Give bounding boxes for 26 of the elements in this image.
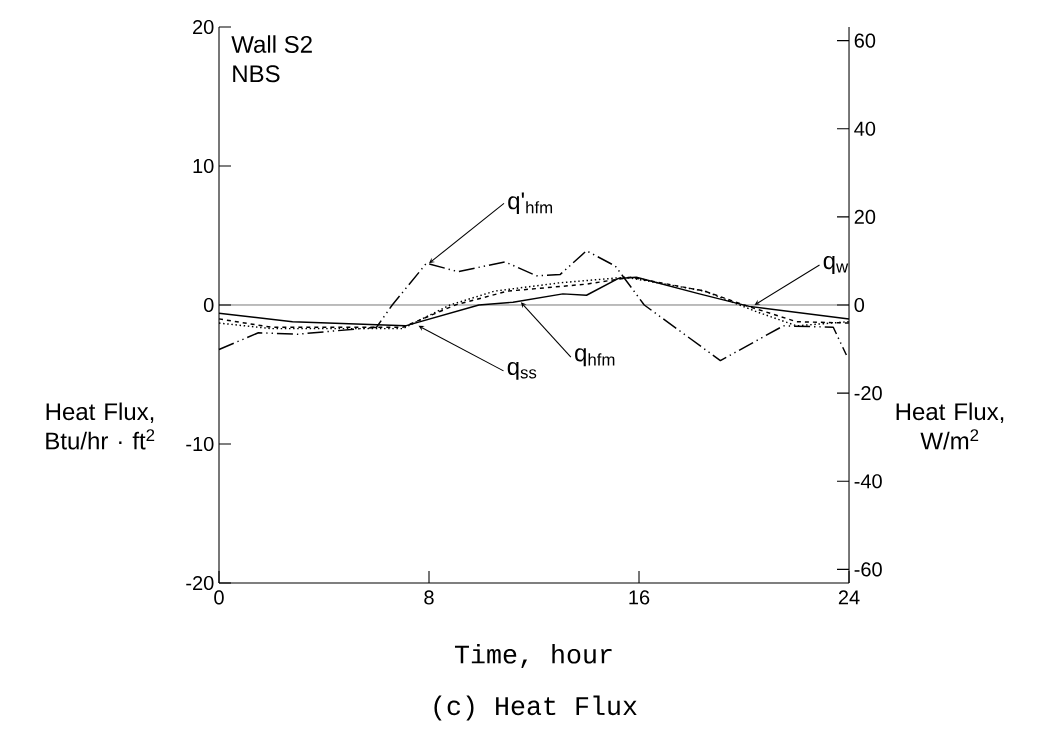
- y-axis-title: Heat Flux, Btu/hr · ft$^{2}$: [46, 402, 155, 450]
- y-tick-label: -20: [186, 575, 214, 591]
- y-tick-label: 20: [193, 19, 214, 35]
- y2-tick-label: -60: [854, 562, 882, 577]
- y2-tick-label: -40: [854, 474, 882, 489]
- x-tick-label: 8: [424, 590, 434, 605]
- y2-tick-label: 40: [854, 121, 876, 136]
- y2-tick-label: 60: [854, 33, 876, 48]
- x-tick-label: 24: [838, 590, 860, 605]
- annotation: NBS: [233, 65, 280, 83]
- annotation: q$_{w}$: [823, 256, 849, 274]
- x-axis-title: Time, hour: [454, 643, 612, 669]
- y2-axis-title: Heat Flux, W/m$^{2}$: [896, 402, 1004, 450]
- annotation: q$_{hfm}$: [575, 348, 615, 367]
- y2-tick-label: 0: [854, 297, 865, 313]
- x-tick-label: 16: [629, 590, 650, 605]
- annotation: q$_{ss}$: [507, 361, 537, 380]
- y2-tick-label: -20: [854, 386, 882, 401]
- y-tick-label: -10: [186, 436, 214, 452]
- y-tick-label: 0: [203, 297, 214, 313]
- text: (c) Heat Flux: [434, 695, 637, 721]
- y-tick-label: 10: [193, 158, 214, 174]
- x-tick-label: 0: [214, 590, 224, 605]
- annotation: Wall S2: [231, 35, 312, 53]
- annotation: q'$_{hfm}$: [508, 192, 553, 215]
- y2-tick-label: 20: [854, 209, 876, 224]
